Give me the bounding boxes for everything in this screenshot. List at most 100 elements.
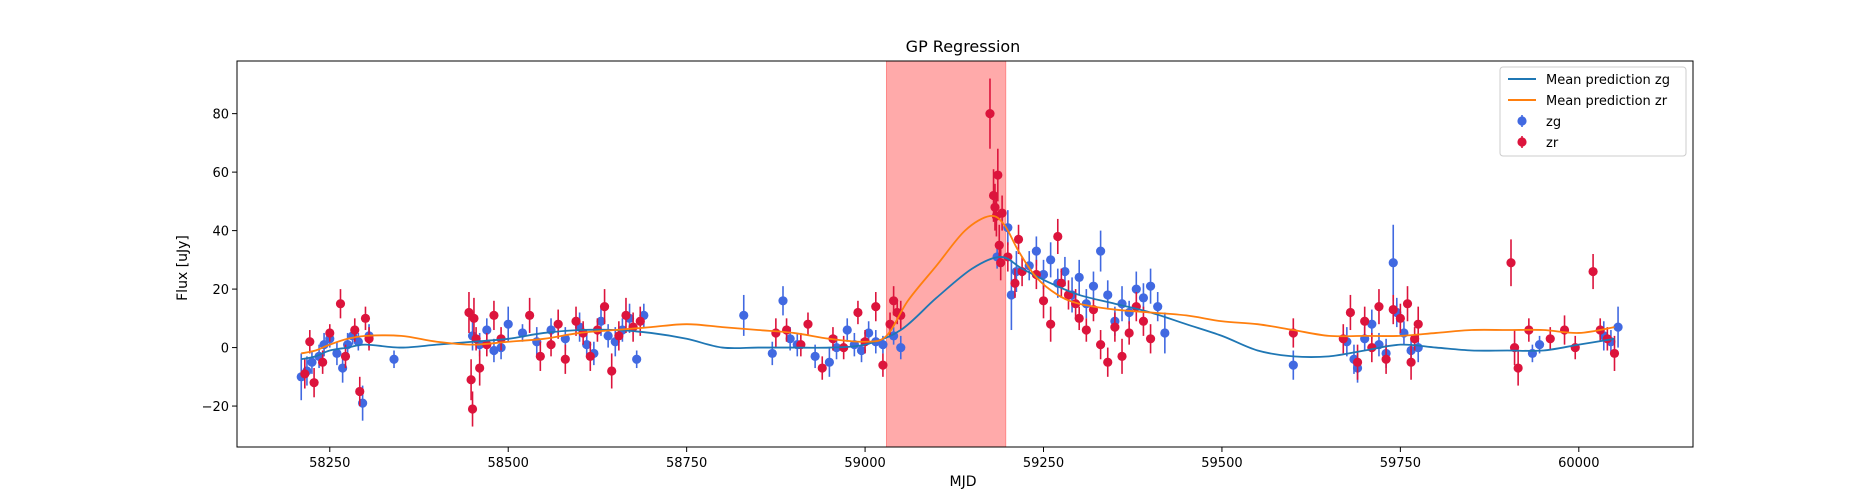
data-point-zr (325, 328, 335, 338)
data-point-zg (596, 316, 606, 326)
data-point-zr (997, 208, 1007, 218)
data-point-zr (535, 351, 545, 361)
legend-item: zr (1517, 136, 1559, 151)
data-point-zg (582, 340, 592, 350)
data-point-zr (1360, 316, 1370, 326)
legend-item: Mean prediction zg (1508, 73, 1670, 88)
data-point-zr (1145, 334, 1156, 344)
legend-item: zg (1517, 115, 1561, 130)
data-point-zg (389, 354, 399, 364)
data-point-zr (585, 351, 595, 361)
x-tick-label: 59250 (1023, 456, 1064, 471)
data-point-zr (1402, 299, 1413, 309)
data-point-zr (355, 386, 365, 397)
data-point-zr (1096, 340, 1106, 350)
data-point-zg (489, 345, 499, 356)
data-point-zg (739, 310, 749, 321)
data-point-zr (599, 302, 610, 312)
line-mean-prediction-zg (301, 256, 1615, 361)
data-point-zr (990, 202, 1000, 212)
data-point-zr (1410, 334, 1420, 344)
data-point-zr (525, 310, 535, 321)
y-axis-label: Flux [uJy] (175, 235, 191, 301)
legend-item: Mean prediction zr (1508, 94, 1668, 109)
data-point-zr (1103, 357, 1113, 367)
data-point-zr (771, 328, 781, 338)
data-point-zg (1388, 258, 1398, 268)
data-point-zg (632, 354, 642, 364)
data-point-zr (571, 316, 581, 326)
data-point-zr (878, 360, 888, 370)
data-point-zr (1074, 313, 1084, 323)
data-point-zr (1513, 363, 1523, 373)
legend-label: Mean prediction zr (1546, 94, 1668, 109)
data-point-zr (1381, 354, 1391, 364)
data-point-zr (994, 240, 1004, 250)
data-point-zg (856, 345, 867, 356)
data-point-zg (1088, 281, 1099, 291)
data-point-zr (318, 357, 328, 367)
data-point-zg (482, 325, 492, 335)
data-point-zg (1031, 246, 1041, 256)
x-axis-label: MJD (950, 474, 977, 490)
data-point-zr (309, 378, 319, 388)
legend-box (1499, 66, 1687, 157)
plot-area (296, 60, 1623, 448)
x-tick-label: 59750 (1380, 456, 1421, 471)
data-point-zg (1096, 246, 1106, 256)
data-point-zr (1609, 348, 1620, 359)
data-point-zg (1006, 290, 1016, 300)
data-point-zg (864, 328, 874, 338)
data-point-zr (621, 310, 631, 321)
data-point-zg (603, 331, 613, 341)
data-point-zr (1352, 357, 1363, 367)
data-point-zg (1131, 284, 1141, 294)
data-point-zr (803, 319, 813, 329)
line-mean-prediction-zr (301, 214, 1615, 355)
data-point-zg (824, 357, 834, 367)
legend-label: Mean prediction zg (1546, 73, 1670, 88)
data-point-zg (332, 348, 342, 359)
data-point-zr (1010, 278, 1020, 288)
data-point-zr (340, 351, 351, 361)
data-point-zr (300, 369, 310, 379)
y-tick-label: 80 (212, 108, 229, 123)
data-point-zr (614, 331, 624, 341)
y-axis: −20 0 20 40 60 80 (202, 108, 237, 415)
data-point-zr (360, 313, 371, 323)
data-point-zr (1117, 351, 1127, 361)
legend-label: zg (1546, 115, 1561, 130)
data-point-zr (475, 363, 485, 373)
y-tick-label: 40 (212, 225, 229, 240)
data-point-zg (1124, 307, 1134, 318)
data-point-zr (1138, 316, 1149, 326)
x-tick-label: 58750 (666, 456, 707, 471)
x-tick-label: 60000 (1558, 456, 1599, 471)
y-tick-label: 60 (212, 166, 229, 181)
data-point-zr (466, 375, 476, 385)
data-point-zg (1145, 281, 1156, 291)
data-point-zg (1534, 340, 1545, 350)
lines-layer (301, 214, 1615, 361)
data-point-zr (993, 170, 1003, 180)
data-point-zg (1038, 269, 1049, 280)
data-point-zr (560, 354, 570, 364)
data-point-zg (1074, 272, 1084, 282)
legend-point-swatch (1517, 137, 1527, 147)
data-point-zr (469, 313, 479, 323)
data-point-zg (1060, 266, 1070, 277)
legend-label: zr (1546, 136, 1559, 151)
data-point-zr (553, 319, 563, 329)
data-point-zr (1374, 302, 1384, 312)
x-tick-label: 58250 (309, 456, 350, 471)
data-point-zr (1506, 258, 1516, 268)
data-point-zr (350, 325, 360, 335)
data-point-zr (1345, 307, 1356, 318)
data-point-zg (1613, 322, 1623, 332)
points-layer (296, 78, 1623, 427)
plot-frame (236, 60, 1694, 448)
data-point-zr (305, 337, 315, 347)
data-point-zr (817, 363, 827, 373)
data-point-zg (1367, 319, 1377, 329)
